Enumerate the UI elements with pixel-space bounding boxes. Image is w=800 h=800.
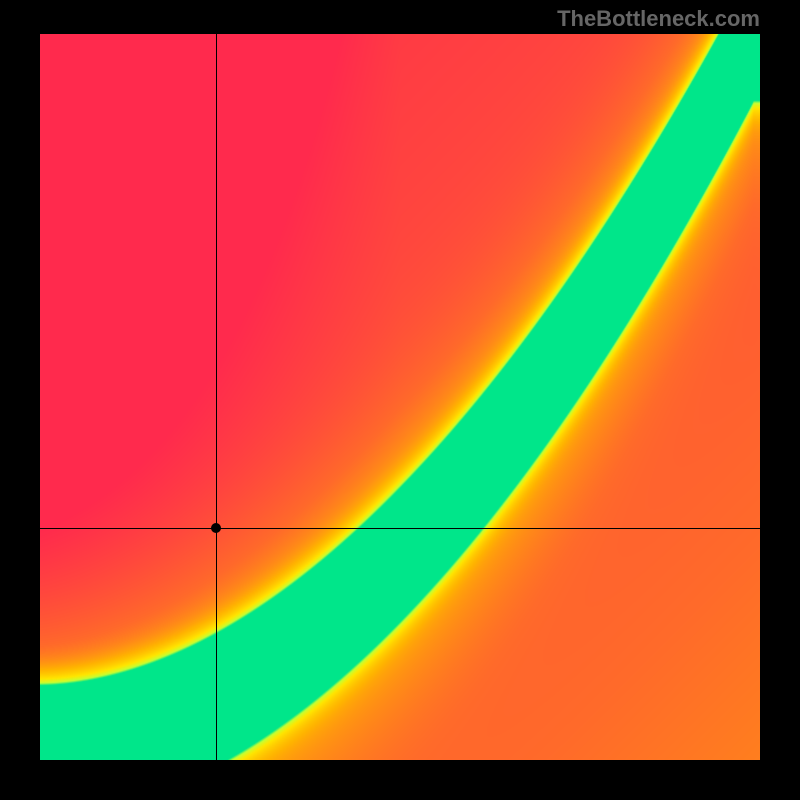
- plot-area: [40, 34, 760, 760]
- crosshair-marker: [211, 523, 221, 533]
- crosshair-horizontal: [40, 528, 760, 529]
- watermark-text: TheBottleneck.com: [557, 6, 760, 32]
- crosshair-vertical: [216, 34, 217, 760]
- heatmap-canvas: [40, 34, 760, 760]
